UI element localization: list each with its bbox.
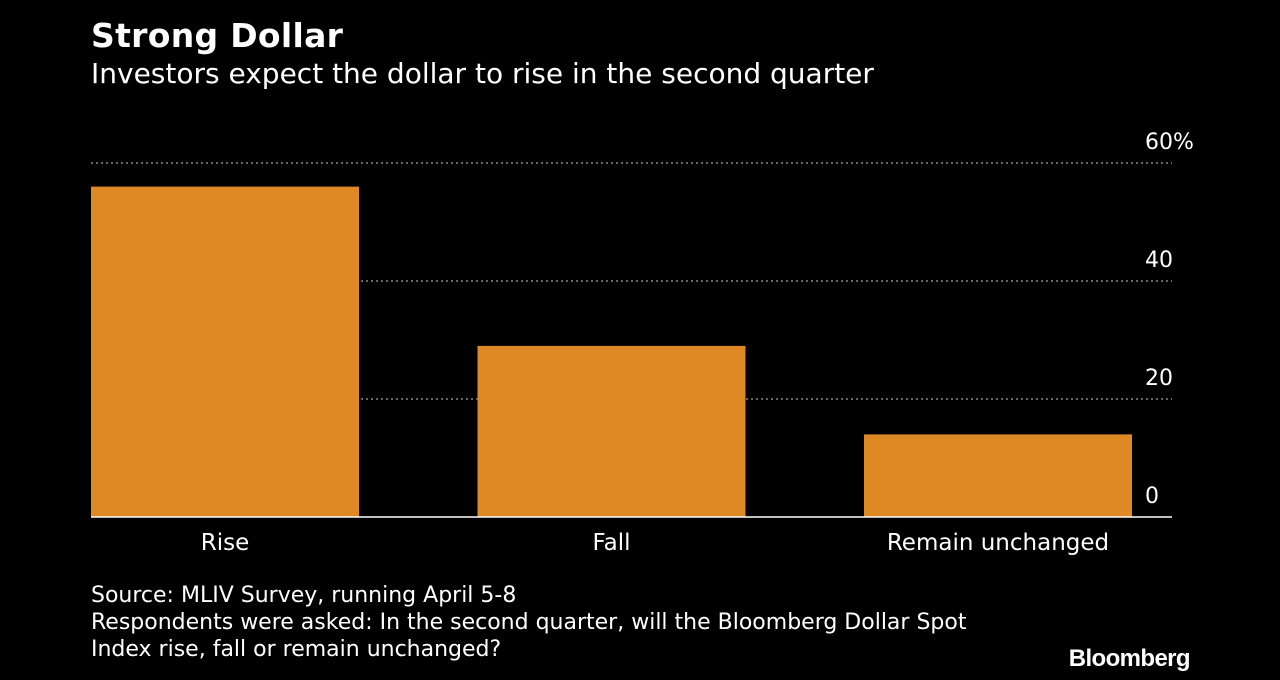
x-tick-label: Fall [593, 530, 631, 556]
survey-note-line-1: Respondents were asked: In the second qu… [91, 610, 967, 635]
y-tick-label: 0 [1145, 484, 1159, 509]
y-tick-label: 40 [1145, 248, 1173, 273]
bloomberg-logo: Bloomberg [1068, 645, 1191, 672]
chart-footer: Source: MLIV Survey, running April 5-8 R… [91, 582, 966, 663]
y-tick-label: 60% [1145, 130, 1194, 155]
source-note: Source: MLIV Survey, running April 5-8 [91, 583, 517, 608]
x-tick-label: Rise [201, 530, 250, 556]
x-tick-label: Remain unchanged [887, 530, 1109, 556]
survey-note-line-2: Index rise, fall or remain unchanged? [91, 637, 502, 662]
bar [864, 434, 1132, 517]
bar [91, 186, 359, 517]
bar [477, 345, 746, 517]
chart-title: Strong Dollar [91, 16, 344, 55]
y-tick-label: 20 [1145, 366, 1173, 391]
chart-subtitle: Investors expect the dollar to rise in t… [91, 57, 874, 90]
